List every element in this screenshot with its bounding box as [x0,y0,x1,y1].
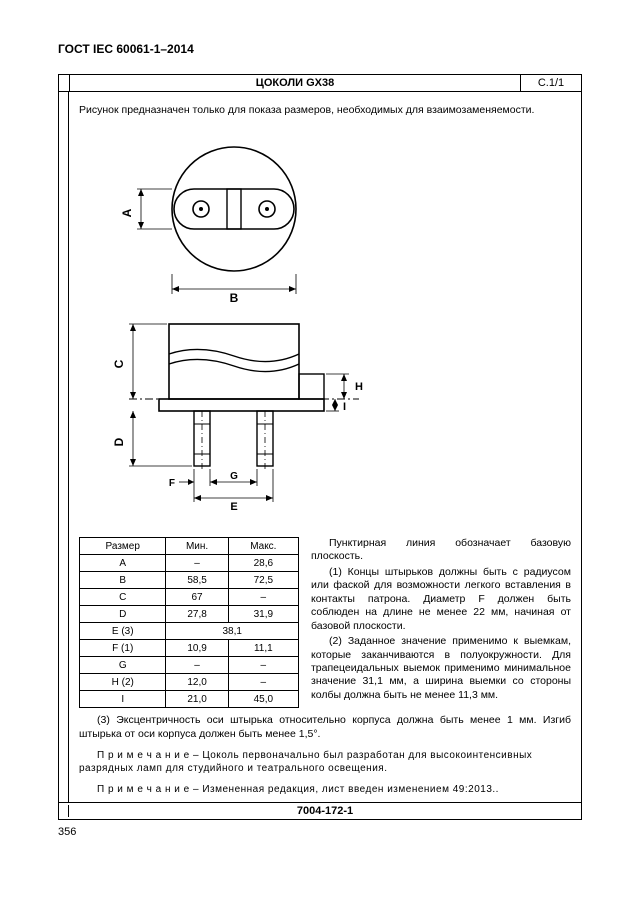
table-row: I21,045,0 [80,691,299,708]
th-min: Мин. [166,538,228,555]
table-row: F (1)10,911,1 [80,640,299,657]
table-row: A–28,6 [80,555,299,572]
doc-header: ГОСТ IEC 60061-1–2014 [58,42,590,56]
sheet-ref: С.1/1 [521,75,581,91]
table-row: E (3)38,1 [80,623,299,640]
page-number: 356 [58,826,590,838]
intro-text: Рисунок предназначен только для показа р… [79,104,571,116]
svg-text:B: B [230,291,239,305]
svg-text:H: H [355,381,363,393]
footer-code: 7004-172-1 [68,805,581,817]
dimensions-table: Размер Мин. Макс. A–28,6B58,572,5C67–D27… [79,537,299,708]
primechanie-1: П р и м е ч а н и е – Цоколь первоначаль… [79,749,571,775]
side-notes: Пунктирная линия обозначает базовую плос… [311,537,571,704]
note-3: (3) Эксцентричность оси штырька относите… [79,714,571,741]
drawing-frame: ЦОКОЛИ GX38 С.1/1 Рисунок предназначен т… [58,74,582,820]
technical-diagram: A B [79,124,571,527]
table-row: C67– [80,589,299,606]
svg-text:G: G [230,471,238,482]
svg-text:E: E [230,501,237,513]
note-datum: Пунктирная линия обозначает базовую плос… [311,537,571,564]
svg-text:C: C [112,359,126,368]
svg-text:D: D [112,437,126,446]
primechanie-2: П р и м е ч а н и е – Измененная редакци… [79,783,571,796]
th-size: Размер [80,538,166,555]
table-row: B58,572,5 [80,572,299,589]
table-row: G–– [80,657,299,674]
note-1: (1) Концы штырьков должны быть с радиусо… [311,566,571,633]
svg-text:F: F [169,478,175,489]
sheet-title: ЦОКОЛИ GX38 [70,75,521,91]
svg-text:A: A [120,208,134,217]
note-2: (2) Заданное значение применимо к выемка… [311,635,571,702]
th-max: Макс. [228,538,298,555]
svg-text:I: I [343,401,346,413]
table-row: D27,831,9 [80,606,299,623]
table-row: H (2)12,0– [80,674,299,691]
